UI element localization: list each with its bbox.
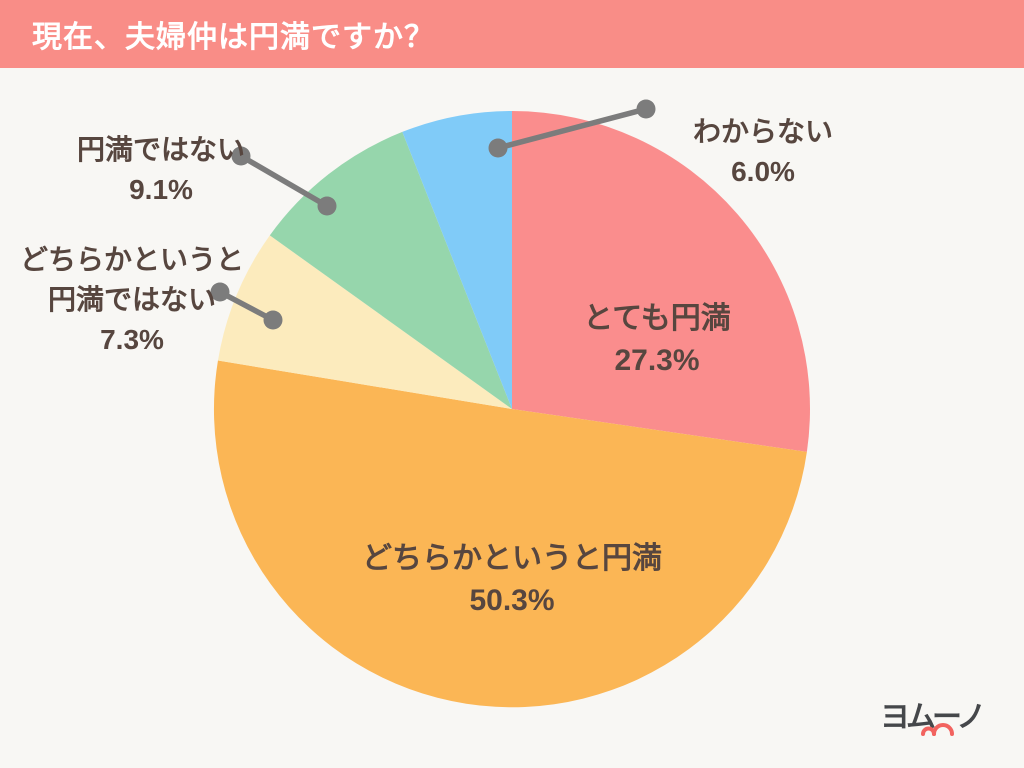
pie-slice-5: [402, 111, 512, 409]
slice-percentage: 50.3%: [469, 584, 555, 617]
slice-name: わからない: [692, 116, 834, 147]
leader-line-dochiraka-enman-dewanai: [210, 282, 283, 330]
slice-percentage: 27.3%: [614, 344, 700, 377]
leader-line-enman-dewanai: [231, 146, 337, 216]
slice-label-dochiraka-enman-dewanai: どちらかというと 円満ではない 7.3%: [20, 200, 244, 400]
slice-name: どちらかというと円満: [362, 542, 662, 575]
slice-label-totemo-enman: とても円満 27.3%: [583, 256, 731, 424]
slice-percentage: 7.3%: [100, 324, 164, 355]
slice-label-enman-dewanai: 円満ではない 9.1%: [77, 90, 245, 250]
slice-name: どちらかというと 円満ではない: [19, 244, 245, 315]
yomuno-logo: ヨムーノ: [880, 692, 990, 740]
pie-slices-group: [213, 111, 810, 708]
slice-percentage: 6.0%: [731, 156, 795, 187]
slice-percentage: 9.1%: [129, 174, 193, 205]
pie-slice-1: [512, 111, 810, 452]
slice-name: とても円満: [583, 302, 731, 335]
slice-label-dochiraka-enman: どちらかというと円満 50.3%: [362, 496, 662, 664]
header-bar: 現在、夫婦仲は円満ですか？: [0, 0, 1024, 68]
chart-title: 現在、夫婦仲は円満ですか？: [32, 21, 435, 54]
yomuno-logo-smile-icon: [921, 723, 954, 736]
slice-name: 円満ではない: [76, 134, 246, 165]
pie-slice-3: [217, 235, 512, 409]
leader-line-wakaranai: [488, 99, 656, 158]
slice-label-wakaranai: わからない 6.0%: [693, 72, 833, 232]
leader-lines-group: [210, 99, 656, 330]
pie-slice-2: [213, 360, 807, 708]
